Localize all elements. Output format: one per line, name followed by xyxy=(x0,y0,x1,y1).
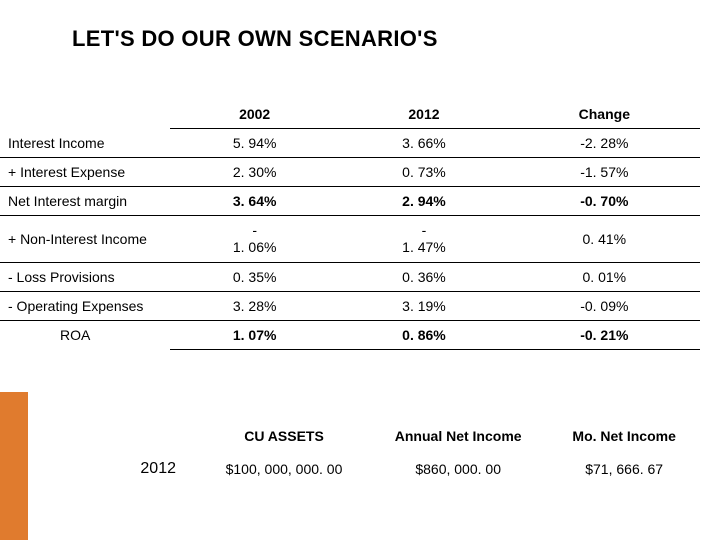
table-row: + Interest Expense2. 30%0. 73%-1. 57% xyxy=(0,158,700,187)
assets-table: CU ASSETS Annual Net Income Mo. Net Inco… xyxy=(110,420,700,486)
cell-2012: -1. 47% xyxy=(339,216,508,263)
cell-change: -0. 70% xyxy=(509,187,700,216)
table-row: Interest Income5. 94%3. 66%-2. 28% xyxy=(0,129,700,158)
scenario-table: 2002 2012 Change Interest Income5. 94%3.… xyxy=(0,100,700,350)
cell-change: -1. 57% xyxy=(509,158,700,187)
slide-title: LET'S DO OUR OWN SCENARIO'S xyxy=(72,26,438,52)
cell-2002: 3. 64% xyxy=(170,187,339,216)
assets-blank xyxy=(110,420,200,452)
monthly-income-value: $71, 666. 67 xyxy=(548,452,700,486)
cell-change: 0. 41% xyxy=(509,216,700,263)
accent-bar xyxy=(0,392,28,540)
cell-change: 0. 01% xyxy=(509,262,700,291)
row-label: Net Interest margin xyxy=(0,187,170,216)
table-row: + Non-Interest Income-1. 06%-1. 47%0. 41… xyxy=(0,216,700,263)
row-label: Interest Income xyxy=(0,129,170,158)
cell-2002: 3. 28% xyxy=(170,291,339,320)
table-row: Net Interest margin3. 64%2. 94%-0. 70% xyxy=(0,187,700,216)
assets-col-monthly: Mo. Net Income xyxy=(548,420,700,452)
col-header-change: Change xyxy=(509,100,700,129)
col-header-2002: 2002 xyxy=(170,100,339,129)
cell-2012: 3. 19% xyxy=(339,291,508,320)
cell-2012: 0. 73% xyxy=(339,158,508,187)
cell-2002: 1. 07% xyxy=(170,320,339,349)
row-label: + Interest Expense xyxy=(0,158,170,187)
cell-2012: 3. 66% xyxy=(339,129,508,158)
assets-value: $100, 000, 000. 00 xyxy=(200,452,368,486)
scenario-table-body: Interest Income5. 94%3. 66%-2. 28%+ Inte… xyxy=(0,129,700,350)
row-label: + Non-Interest Income xyxy=(0,216,170,263)
cell-change: -0. 09% xyxy=(509,291,700,320)
assets-col-cu: CU ASSETS xyxy=(200,420,368,452)
col-header-2012: 2012 xyxy=(339,100,508,129)
cell-2012: 2. 94% xyxy=(339,187,508,216)
cell-2002: 0. 35% xyxy=(170,262,339,291)
table-row: - Loss Provisions0. 35%0. 36%0. 01% xyxy=(0,262,700,291)
cell-change: -0. 21% xyxy=(509,320,700,349)
table-row: - Operating Expenses3. 28%3. 19%-0. 09% xyxy=(0,291,700,320)
cell-2012: 0. 36% xyxy=(339,262,508,291)
header-blank xyxy=(0,100,170,129)
row-label: - Operating Expenses xyxy=(0,291,170,320)
assets-col-annual: Annual Net Income xyxy=(368,420,548,452)
cell-2002: 5. 94% xyxy=(170,129,339,158)
row-label: - Loss Provisions xyxy=(0,262,170,291)
cell-change: -2. 28% xyxy=(509,129,700,158)
cell-2012: 0. 86% xyxy=(339,320,508,349)
assets-row: 2012 $100, 000, 000. 00 $860, 000. 00 $7… xyxy=(110,452,700,486)
cell-2002: 2. 30% xyxy=(170,158,339,187)
row-label: ROA xyxy=(0,320,170,349)
table-row: ROA1. 07%0. 86%-0. 21% xyxy=(0,320,700,349)
assets-year: 2012 xyxy=(110,452,200,486)
cell-2002: -1. 06% xyxy=(170,216,339,263)
annual-income-value: $860, 000. 00 xyxy=(368,452,548,486)
